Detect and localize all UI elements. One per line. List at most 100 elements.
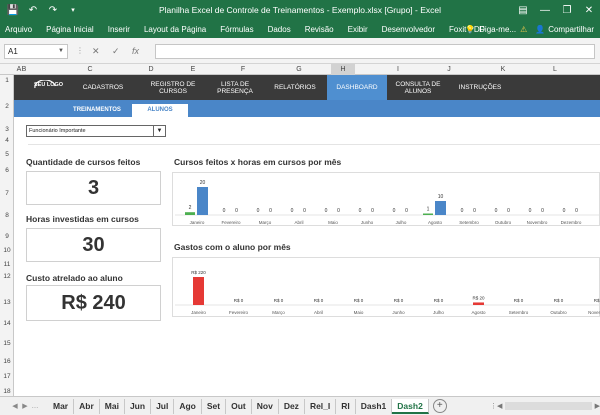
undo-icon[interactable]: ↶ <box>28 4 38 16</box>
ribbon-tab-6[interactable]: Revisão <box>304 24 334 34</box>
sheet-tab-10[interactable]: Rel_I <box>305 398 337 414</box>
subtab-alunos[interactable]: ALUNOS <box>132 104 188 117</box>
scroll-track[interactable] <box>505 402 592 410</box>
row-header-15[interactable]: 15 <box>3 340 11 347</box>
col-header-I[interactable]: I <box>397 66 399 73</box>
col-header-K[interactable]: K <box>500 66 506 73</box>
row-header-6[interactable]: 6 <box>5 167 9 174</box>
chart1-label-s1-8: 0 <box>473 208 476 214</box>
col-header-B[interactable]: B <box>21 66 27 73</box>
row-header-8[interactable]: 8 <box>5 212 9 219</box>
col-header-E[interactable]: E <box>190 66 196 73</box>
chart-costs-title: Gastos com o aluno por mês <box>174 242 291 252</box>
nav-item-5[interactable]: CONSULTA DE ALUNOS <box>395 80 441 95</box>
row-header-5[interactable]: 5 <box>5 151 9 158</box>
sheet-tab-0[interactable]: Mar <box>48 398 75 414</box>
row-header-16[interactable]: 16 <box>3 358 11 365</box>
col-header-AB[interactable]: A <box>16 66 22 73</box>
ribbon-tab-0[interactable]: Arquivo <box>5 24 33 34</box>
horizontal-scrollbar[interactable]: ⋮ ◀ ▶ <box>490 400 600 412</box>
sheet-tab-5[interactable]: Ago <box>174 398 202 414</box>
col-header-D[interactable]: D <box>148 66 154 73</box>
subtab-treinamentos[interactable]: TREINAMENTOS <box>73 107 121 113</box>
nav-item-0[interactable]: CADASTROS <box>82 84 124 91</box>
row-header-14[interactable]: 14 <box>3 320 11 327</box>
minimize-button[interactable]: — <box>540 4 550 16</box>
sheet-scroll-right-icon[interactable]: ▶ <box>22 403 28 410</box>
sheet-tab-6[interactable]: Set <box>202 398 227 414</box>
row-header-7[interactable]: 7 <box>5 190 9 197</box>
sheet-tab-3[interactable]: Jun <box>125 398 152 414</box>
row-header-2[interactable]: 2 <box>5 103 9 110</box>
scroll-left-arrow-icon[interactable]: ◀ <box>497 403 503 410</box>
row-header-17[interactable]: 17 <box>3 373 11 380</box>
ribbon-tab-1[interactable]: Página Inicial <box>46 24 94 34</box>
nav-item-6[interactable]: INSTRUÇÕES <box>458 84 502 91</box>
ribbon-tab-4[interactable]: Fórmulas <box>220 24 254 34</box>
sheet-tab-13[interactable]: Dash2 <box>392 398 429 414</box>
row-header-3[interactable]: 3 <box>5 126 9 133</box>
sheet-tab-12[interactable]: Dash1 <box>356 398 393 414</box>
confirm-entry-icon[interactable]: ✓ <box>112 46 120 56</box>
ribbon-tab-8[interactable]: Desenvolvedor <box>381 24 435 34</box>
save-icon[interactable]: 💾 <box>6 4 20 16</box>
row-header-12[interactable]: 12 <box>3 273 11 280</box>
sheet-tab-9[interactable]: Dez <box>279 398 305 414</box>
row-header-11[interactable]: 11 <box>3 261 11 268</box>
chart1-cat-9: Outubro <box>495 220 512 225</box>
col-header-F[interactable]: F <box>240 66 246 73</box>
sheet-more-icon[interactable]: … <box>31 402 39 410</box>
ribbon-tab-5[interactable]: Dados <box>267 24 291 34</box>
col-header-L[interactable]: L <box>553 66 557 73</box>
ribbon-display-icon[interactable]: ▤ <box>518 4 528 16</box>
ribbon-tab-2[interactable]: Inserir <box>107 24 130 34</box>
sheet-tab-4[interactable]: Jul <box>151 398 175 414</box>
dropdown-arrow-icon[interactable]: ▼ <box>153 126 165 136</box>
col-header-G[interactable]: G <box>296 66 302 73</box>
row-header-9[interactable]: 9 <box>5 233 9 240</box>
col-header-H[interactable]: H <box>331 64 355 75</box>
ribbon-tab-3[interactable]: Layout da Página <box>143 24 207 34</box>
ribbon-tab-7[interactable]: Exibir <box>347 24 368 34</box>
warning-icon[interactable]: ⚠ <box>520 24 528 34</box>
col-header-J[interactable]: J <box>447 66 451 73</box>
sheet-tab-7[interactable]: Out <box>226 398 252 414</box>
sheet-tab-11[interactable]: RI <box>336 398 356 414</box>
sheet-scroll-left-icon[interactable]: ◀ <box>12 403 18 410</box>
chart1-label-s1-11: 0 <box>575 208 578 214</box>
scroll-right-arrow-icon[interactable]: ▶ <box>594 403 600 410</box>
share-button[interactable]: 👤 Compartilhar <box>531 25 598 34</box>
student-selector[interactable]: Funcionário Importante ▼ <box>26 125 166 137</box>
customize-toolbar-icon[interactable]: ▾ <box>71 7 75 14</box>
insert-function-button[interactable]: fx <box>132 46 140 56</box>
name-box[interactable]: A1 <box>4 44 68 59</box>
chart1-cat-2: Março <box>259 220 272 225</box>
close-button[interactable]: ✕ <box>584 4 594 16</box>
nav-item-2[interactable]: LISTA DE PRESENÇA <box>217 80 253 95</box>
chart1-label-s0-2: 0 <box>257 208 260 214</box>
col-header-C[interactable]: C <box>87 66 93 73</box>
scroll-split-icon[interactable]: ⋮ <box>490 403 497 410</box>
formula-input[interactable] <box>155 44 595 59</box>
row-header-18[interactable]: 18 <box>3 388 11 395</box>
sheet-tabs-bar: ◀ ▶ … Mar Abr Mai Jun Jul Ago Set Out Nov Dez Rel_… <box>0 396 600 415</box>
redo-icon[interactable]: ↷ <box>48 4 58 16</box>
ribbon-tab-9[interactable]: Foxit PDF <box>449 24 485 34</box>
nav-item-4[interactable]: DASHBOARD <box>327 75 387 100</box>
row-header-1[interactable]: 1 <box>5 77 9 84</box>
tell-me-search[interactable]: Diga-me... <box>479 24 517 34</box>
name-box-dropdown-icon[interactable]: ▼ <box>58 48 64 54</box>
chart2-cat-3: Abril <box>314 310 323 315</box>
row-header-13[interactable]: 13 <box>3 299 11 306</box>
sheet-tab-2[interactable]: Mai <box>100 398 125 414</box>
row-header-4[interactable]: 4 <box>5 137 9 144</box>
add-sheet-button[interactable]: + <box>432 399 447 413</box>
nav-item-1[interactable]: REGISTRO DE CURSOS <box>150 80 196 95</box>
restore-button[interactable]: ❐ <box>562 4 572 16</box>
sheet-tab-8[interactable]: Nov <box>252 398 279 414</box>
sheet-tab-1[interactable]: Abr <box>74 398 100 414</box>
row-header-10[interactable]: 10 <box>3 247 11 254</box>
nav-item-3[interactable]: RELATÓRIOS <box>274 84 316 91</box>
chart2-label-7: R$ 20 <box>472 295 485 300</box>
cancel-entry-icon[interactable]: ✕ <box>92 46 100 56</box>
